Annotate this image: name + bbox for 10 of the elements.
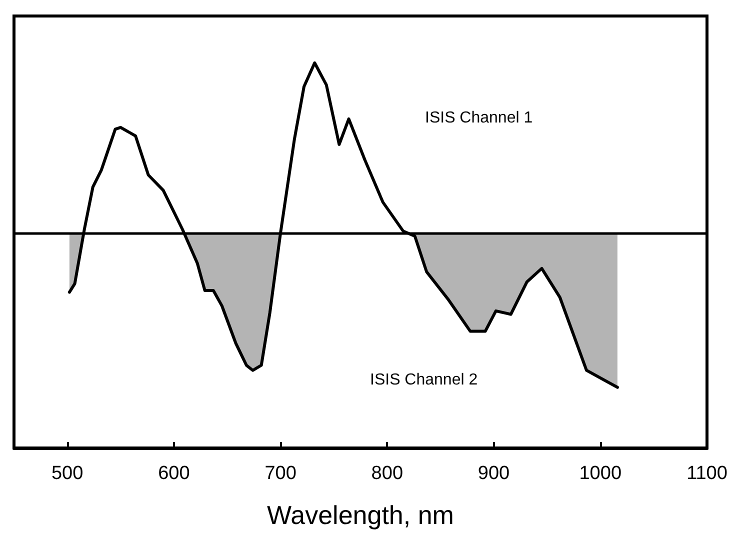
annotation: ISIS Channel 1 — [425, 110, 533, 126]
x-tick-label: 1100 — [686, 463, 728, 484]
x-tick-label: 500 — [51, 463, 84, 484]
x-axis-title: Wavelength, nm — [267, 500, 454, 530]
annotation: ISIS Channel 2 — [370, 372, 478, 388]
x-tick-label: 600 — [158, 463, 190, 484]
x-tick-label: 1000 — [579, 463, 622, 484]
x-tick-label: 800 — [371, 463, 404, 484]
x-tick-label: 900 — [478, 463, 510, 484]
x-tick-label: 700 — [264, 463, 296, 484]
